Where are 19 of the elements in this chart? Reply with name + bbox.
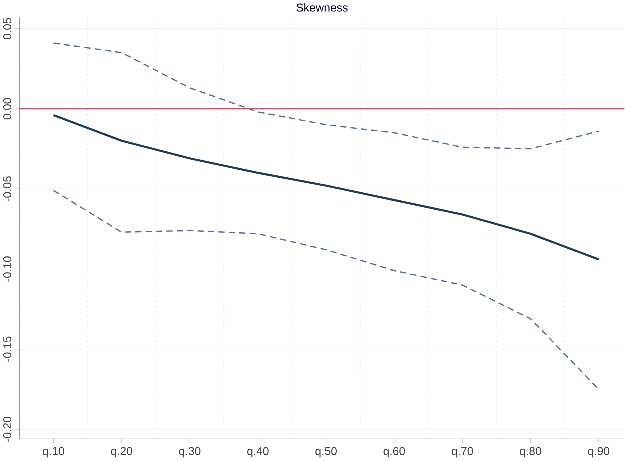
- chart-title: Skewness: [296, 3, 348, 12]
- x-tick-label: q.10: [43, 447, 64, 458]
- x-tick-label: q.60: [384, 447, 406, 458]
- line-series: [53, 42, 600, 150]
- x-tick-label: q.70: [452, 447, 474, 458]
- y-tick-label: -0.10: [3, 256, 12, 282]
- y-tick-label: -0.15: [3, 336, 12, 362]
- y-tick-label: 0.05: [3, 18, 12, 40]
- x-tick-label: q.40: [248, 447, 269, 458]
- x-tick-label: q.50: [316, 447, 337, 458]
- x-tick-label: q.80: [520, 447, 542, 458]
- x-tick-label: q.30: [179, 447, 201, 458]
- line-series: [52, 114, 600, 261]
- x-tick-label: q.20: [111, 447, 133, 458]
- line-series: [53, 190, 600, 390]
- y-tick-label: -0.20: [3, 416, 12, 442]
- y-tick-label: -0.05: [3, 176, 12, 202]
- y-tick-label: 0.00: [3, 98, 12, 120]
- x-tick-label: q.90: [588, 447, 610, 458]
